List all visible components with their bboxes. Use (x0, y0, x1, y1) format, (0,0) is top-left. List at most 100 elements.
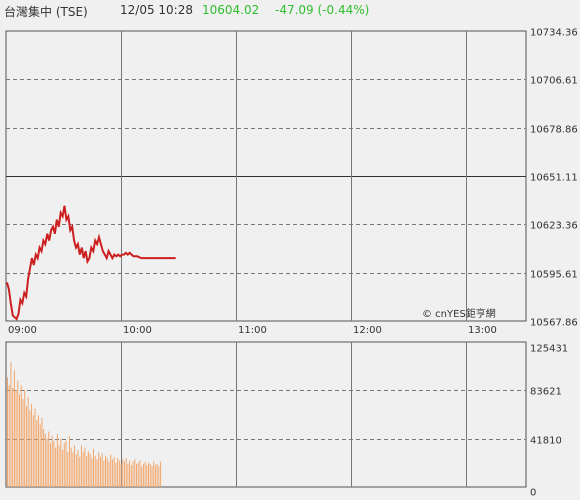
volume-bar (136, 463, 137, 487)
volume-bar (15, 389, 17, 487)
volume-bar (149, 463, 151, 487)
volume-bar (63, 443, 65, 487)
volume-bar (20, 385, 22, 487)
volume-bar (158, 466, 160, 487)
price-change: -47.09 (-0.44%) (275, 3, 370, 17)
volume-bar (53, 440, 55, 487)
volume-bar (17, 380, 19, 487)
volume-bar (79, 456, 81, 487)
volume-bar (7, 377, 8, 487)
price-tick-label: 10678.86 (530, 125, 578, 136)
volume-bar (10, 362, 12, 487)
volume-bar (106, 458, 108, 487)
price-tick-label: 10651.11 (530, 173, 578, 184)
volume-bar (62, 450, 64, 487)
volume-bar (101, 453, 103, 487)
volume-bar (31, 403, 33, 487)
price-tick-label: 10623.36 (530, 221, 578, 232)
volume-bar (70, 447, 72, 487)
volume-bar (120, 463, 122, 487)
quote-header: 台灣集中 (TSE) 12/05 10:28 10604.02 -47.09 (… (0, 0, 580, 22)
volume-bar (132, 461, 134, 487)
time-tick-label: 10:00 (123, 325, 152, 336)
time-tick-label: 09:00 (8, 325, 37, 336)
time-tick-label: 13:00 (468, 325, 497, 336)
volume-bar (87, 451, 89, 487)
volume-bar (160, 461, 162, 487)
volume-bar (29, 410, 31, 487)
volume-bar (44, 433, 46, 487)
volume-bar (99, 456, 101, 487)
volume-bar (74, 445, 76, 487)
volume-bar (141, 466, 143, 487)
volume-bar (117, 458, 119, 487)
volume-bar (154, 465, 156, 487)
price-panel: 10734.36 10706.61 10678.86 10651.11 10623.36… (5, 28, 578, 336)
volume-bar (84, 447, 86, 487)
volume-bar (130, 465, 132, 487)
time-tick-label: 11:00 (238, 325, 267, 336)
volume-bar (144, 461, 146, 487)
volume-bar (148, 462, 150, 487)
volume-bar (93, 448, 94, 487)
volume-bar (110, 454, 112, 487)
watermark: © cnYES鉅亨網 (422, 307, 496, 320)
price-tick-label: 10595.61 (530, 270, 578, 281)
volume-bar (86, 455, 88, 487)
volume-bar (13, 370, 15, 487)
volume-bar (77, 450, 79, 487)
volume-bar (25, 406, 27, 487)
volume-bar (51, 436, 53, 487)
volume-bar (118, 460, 120, 487)
volume-bar (142, 463, 144, 487)
volume-bar (60, 438, 62, 487)
volume-panel: 125431 83621 41810 0 (5, 341, 568, 499)
volume-bar (67, 452, 69, 487)
volume-bar (34, 408, 36, 487)
time-tick-label: 12:00 (353, 325, 382, 336)
volume-bar (134, 459, 136, 487)
volume-bar (58, 445, 60, 487)
volume-bar (37, 415, 39, 487)
volume-bar (129, 460, 131, 487)
volume-bar (48, 431, 50, 487)
volume-bar (94, 455, 96, 487)
volume-bar (153, 461, 155, 487)
volume-bar (137, 462, 139, 487)
volume-bar (125, 458, 127, 487)
volume-bar (146, 465, 148, 487)
volume-bar (24, 389, 26, 487)
volume-bar (96, 459, 98, 487)
volume-tick-label: 41810 (530, 436, 562, 447)
volume-bar (8, 385, 10, 487)
volume-bar (98, 452, 100, 487)
volume-bar (36, 420, 38, 487)
volume-bar (139, 460, 141, 487)
volume-bar (115, 462, 117, 487)
volume-bar (123, 461, 125, 487)
volume-bar (19, 394, 21, 487)
volume-bar (111, 459, 113, 487)
volume-bar (127, 463, 129, 487)
volume-bar (55, 447, 57, 487)
volume-bar (89, 453, 91, 487)
volume-bar (91, 458, 93, 487)
volume-bar (43, 429, 45, 487)
volume-bar (39, 424, 41, 487)
volume-bar (68, 436, 70, 487)
volume-bar (41, 417, 43, 487)
volume-frame (5, 341, 527, 488)
volume-bar (27, 396, 29, 487)
volume-bar (105, 455, 107, 487)
volume-tick-label: 125431 (530, 344, 568, 355)
last-price: 10604.02 (202, 3, 260, 17)
price-tick-label: 10734.36 (530, 28, 578, 39)
volume-bar (56, 433, 58, 487)
volume-bar (108, 461, 110, 487)
index-name: 台灣集中 (TSE) (4, 5, 88, 19)
volume-bar (103, 460, 105, 487)
volume-bar (50, 443, 51, 487)
price-line (6, 205, 176, 321)
volume-bar (80, 445, 82, 487)
